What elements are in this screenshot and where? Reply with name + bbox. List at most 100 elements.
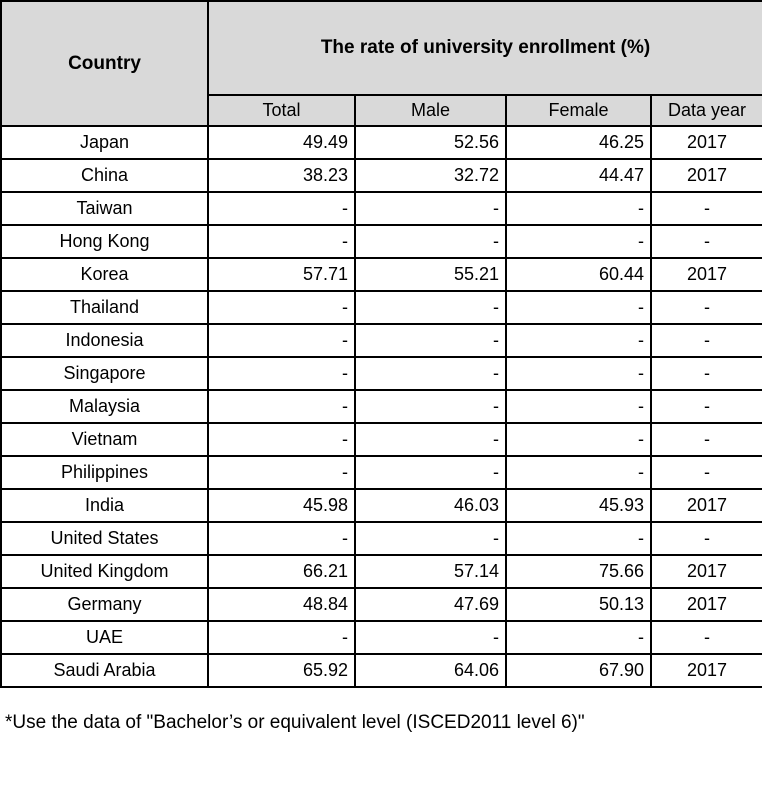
cell-country: Germany xyxy=(0,587,209,622)
cell-data-year: 2017 xyxy=(649,158,762,193)
table-row: Japan 49.49 52.56 46.25 2017 xyxy=(0,125,762,160)
cell-male: 57.14 xyxy=(354,554,507,589)
table-row: Hong Kong - - - - xyxy=(0,224,762,259)
cell-total: 48.84 xyxy=(207,587,356,622)
cell-female: 44.47 xyxy=(505,158,652,193)
cell-country: Vietnam xyxy=(0,422,209,457)
header-row-subcolumns: Total Male Female Data year xyxy=(1,94,762,127)
cell-male: 46.03 xyxy=(354,488,507,523)
table-row: Thailand - - - - xyxy=(0,290,762,325)
cell-total: 38.23 xyxy=(207,158,356,193)
cell-country: Singapore xyxy=(0,356,209,391)
table-row: United Kingdom 66.21 57.14 75.66 2017 xyxy=(0,554,762,589)
cell-total: 49.49 xyxy=(207,125,356,160)
column-header-total: Total xyxy=(207,94,356,127)
table-row: Singapore - - - - xyxy=(0,356,762,391)
column-header-female: Female xyxy=(505,94,652,127)
cell-total: - xyxy=(207,191,356,226)
table-row: United States - - - - xyxy=(0,521,762,556)
cell-female: - xyxy=(505,191,652,226)
cell-female: - xyxy=(505,290,652,325)
cell-total: - xyxy=(207,620,356,655)
table-row: UAE - - - - xyxy=(0,620,762,655)
country-column-header: Country xyxy=(0,0,209,127)
cell-female: - xyxy=(505,389,652,424)
table-row: Korea 57.71 55.21 60.44 2017 xyxy=(0,257,762,292)
cell-male: - xyxy=(354,290,507,325)
cell-male: 64.06 xyxy=(354,653,507,688)
cell-female: - xyxy=(505,521,652,556)
table-header: Country The rate of university enrollmen… xyxy=(0,0,762,127)
cell-country: United States xyxy=(0,521,209,556)
cell-female: - xyxy=(505,224,652,259)
cell-data-year: 2017 xyxy=(649,125,762,160)
cell-male: - xyxy=(354,455,507,490)
cell-male: - xyxy=(354,224,507,259)
cell-country: India xyxy=(0,488,209,523)
cell-male: - xyxy=(354,356,507,391)
cell-country: Philippines xyxy=(0,455,209,490)
cell-total: - xyxy=(207,422,356,457)
cell-male: - xyxy=(354,191,507,226)
cell-female: - xyxy=(505,323,652,358)
cell-total: 66.21 xyxy=(207,554,356,589)
cell-country: United Kingdom xyxy=(0,554,209,589)
cell-female: 50.13 xyxy=(505,587,652,622)
cell-country: Taiwan xyxy=(0,191,209,226)
table-row: Taiwan - - - - xyxy=(0,191,762,226)
cell-male: 32.72 xyxy=(354,158,507,193)
cell-data-year: 2017 xyxy=(649,257,762,292)
cell-data-year: - xyxy=(649,455,762,490)
cell-male: - xyxy=(354,620,507,655)
cell-data-year: - xyxy=(649,191,762,226)
cell-data-year: 2017 xyxy=(649,488,762,523)
table-row: Vietnam - - - - xyxy=(0,422,762,457)
cell-data-year: - xyxy=(649,290,762,325)
cell-total: 45.98 xyxy=(207,488,356,523)
table-row: Saudi Arabia 65.92 64.06 67.90 2017 xyxy=(0,653,762,688)
cell-total: - xyxy=(207,521,356,556)
cell-data-year: 2017 xyxy=(649,587,762,622)
cell-male: 52.56 xyxy=(354,125,507,160)
cell-total: - xyxy=(207,455,356,490)
cell-male: - xyxy=(354,422,507,457)
cell-data-year: - xyxy=(649,620,762,655)
cell-total: - xyxy=(207,323,356,358)
cell-data-year: - xyxy=(649,224,762,259)
cell-male: 47.69 xyxy=(354,587,507,622)
table-row: Indonesia - - - - xyxy=(0,323,762,358)
cell-female: - xyxy=(505,455,652,490)
cell-female: 75.66 xyxy=(505,554,652,589)
column-header-data-year: Data year xyxy=(649,94,762,127)
cell-country: Hong Kong xyxy=(0,224,209,259)
cell-data-year: 2017 xyxy=(649,554,762,589)
cell-data-year: 2017 xyxy=(649,653,762,688)
cell-data-year: - xyxy=(649,323,762,358)
cell-country: China xyxy=(0,158,209,193)
cell-female: - xyxy=(505,422,652,457)
enrollment-table: Country The rate of university enrollmen… xyxy=(0,0,762,688)
cell-female: 46.25 xyxy=(505,125,652,160)
table-row: Germany 48.84 47.69 50.13 2017 xyxy=(0,587,762,622)
cell-country: Thailand xyxy=(0,290,209,325)
cell-female: 60.44 xyxy=(505,257,652,292)
table-row: Malaysia - - - - xyxy=(0,389,762,424)
cell-country: Japan xyxy=(0,125,209,160)
cell-data-year: - xyxy=(649,356,762,391)
header-row-title: Country The rate of university enrollmen… xyxy=(0,0,762,127)
cell-total: - xyxy=(207,389,356,424)
cell-male: - xyxy=(354,323,507,358)
cell-male: - xyxy=(354,389,507,424)
table-body: Japan 49.49 52.56 46.25 2017 China 38.23 32.72 4… xyxy=(0,125,762,688)
cell-female: 45.93 xyxy=(505,488,652,523)
cell-female: - xyxy=(505,620,652,655)
cell-female: - xyxy=(505,356,652,391)
cell-total: 57.71 xyxy=(207,257,356,292)
cell-total: 65.92 xyxy=(207,653,356,688)
cell-data-year: - xyxy=(649,521,762,556)
cell-country: Saudi Arabia xyxy=(0,653,209,688)
cell-total: - xyxy=(207,290,356,325)
cell-country: UAE xyxy=(0,620,209,655)
column-header-male: Male xyxy=(354,94,507,127)
cell-country: Korea xyxy=(0,257,209,292)
